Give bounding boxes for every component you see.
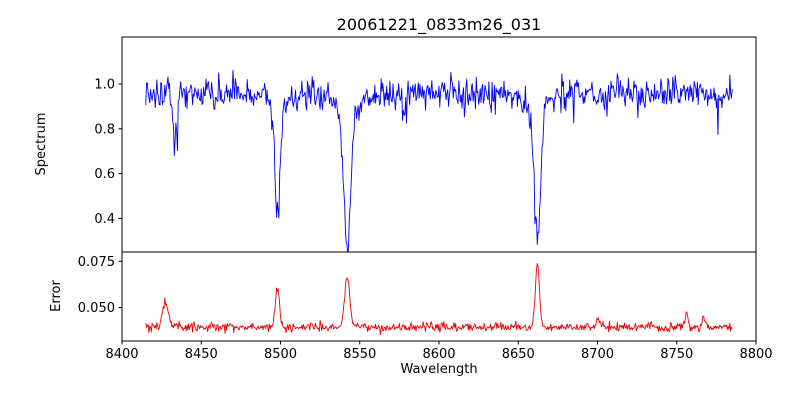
x-tick-label: 8650 [502, 347, 535, 362]
error-series-group [145, 263, 733, 336]
x-tick-label: 8600 [422, 347, 455, 362]
x-tick-label: 8550 [343, 347, 376, 362]
plot-title: 20061221_0833m26_031 [337, 15, 542, 35]
x-tick-label: 8700 [581, 347, 614, 362]
error-y-axis-label: Error [49, 280, 64, 312]
error-line [145, 263, 733, 336]
spectrum-y-tick-label: 1.0 [94, 78, 115, 93]
x-tick-label: 8500 [264, 347, 297, 362]
x-tick-label: 8800 [739, 347, 772, 362]
x-tick-label: 8400 [105, 347, 138, 362]
spectrum-axes-spine [121, 36, 757, 253]
axes-layer: 0.4 0.6 0.8 1.0 0.050 0.075 8400 8450 8500 8550 86… [78, 36, 773, 362]
error-y-tick-label: 0.075 [78, 255, 115, 270]
x-tick-label: 8450 [185, 347, 218, 362]
spectrum-series-group [145, 69, 733, 252]
spectrum-line [145, 69, 733, 252]
series-layer [145, 69, 733, 336]
spectrum-y-tick-label: 0.8 [94, 122, 115, 137]
spectrum-y-axis-label: Spectrum [34, 113, 49, 176]
x-tick-label: 8750 [660, 347, 693, 362]
spectrum-y-tick-label: 0.6 [94, 167, 115, 182]
spectrum-y-tick-label: 0.4 [94, 212, 115, 227]
x-axis-label: Wavelength [400, 362, 477, 377]
error-y-tick-label: 0.050 [78, 301, 115, 316]
